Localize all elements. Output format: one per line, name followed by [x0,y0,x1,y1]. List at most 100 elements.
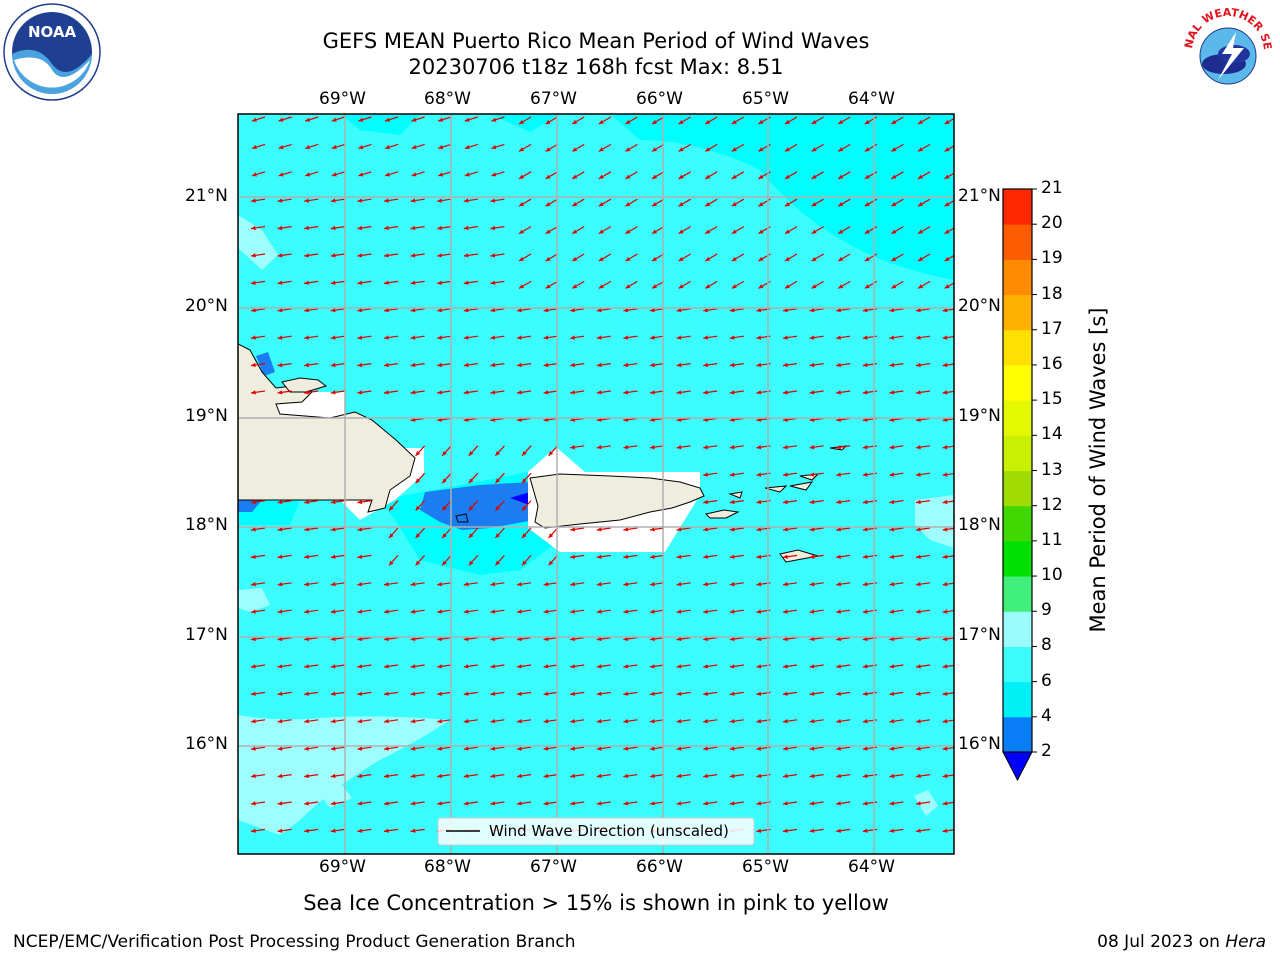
wind-arrow-head [545,256,551,261]
wind-arrow-head [545,202,551,207]
wind-arrow-head [918,284,923,289]
wind-arrow-head [705,147,711,152]
wind-arrow-head [809,582,815,587]
wind-arrow-head [548,560,554,566]
wind-arrow-head [836,582,841,587]
wind-arrow-head [625,202,631,207]
wind-arrow-head [705,174,711,179]
wind-arrow-head [384,308,389,313]
contour-cyan-n2 [490,114,560,132]
wind-arrow-head [862,691,868,696]
wind-arrow-head [442,560,447,566]
wind-arrow-head [729,362,735,368]
wind-arrow-head [437,582,442,587]
wind-arrow-head [942,308,948,313]
contour-blue-nw [256,352,275,376]
wind-arrow-head [703,499,708,505]
wind-arrow-head [543,691,549,696]
wind-arrow-head [572,202,578,207]
wind-arrow-head [543,746,549,751]
wind-arrow-head [891,256,897,261]
wind-arrow-head [410,801,416,806]
wind-arrow-head [517,390,522,395]
wind-arrow-head [277,554,283,559]
colorbar-segment-15 [1003,364,1032,401]
wind-arrow-head [410,691,416,696]
wind-arrow-head [277,308,283,313]
wind-arrow-head [463,801,469,806]
wind-arrow-head [864,119,870,124]
wind-arrow-head [703,472,708,477]
lat-tick-left-17n: 17°N [185,625,228,645]
wind-arrow-head [572,284,578,289]
wind-arrow-head [495,560,501,566]
wind-arrow-head [942,746,948,751]
wind-arrow-head [411,172,417,177]
wind-arrow-head [703,335,708,340]
colorbar-tick-label: 8 [1041,635,1052,656]
wind-arrow-head [490,773,496,779]
wind-arrow-head [330,664,336,669]
wind-arrow-head [942,664,948,669]
wind-arrow-head [252,172,257,177]
wind-arrow-head [756,335,762,340]
wind-arrow-head [676,390,682,395]
wind-arrow-head [811,284,817,289]
wind-arrow-head [570,746,575,751]
colorbar-tick-label: 2 [1041,741,1052,761]
wind-arrow-head [889,828,895,833]
wind-arrow-head [889,746,895,751]
wind-arrow-head [942,636,948,642]
wind-arrow-head [838,229,844,234]
wind-arrow-head [889,582,895,587]
wind-arrow-head [385,172,390,177]
wind-arrow-head [442,478,447,484]
wind-arrow-head [278,117,284,122]
wind-arrow-head [463,582,469,587]
wind-arrow-head [277,719,283,724]
wind-arrow-head [519,256,524,261]
wind-arrow-head [384,198,389,203]
wind-arrow-head [491,144,497,150]
wind-arrow-head [729,636,735,642]
wind-arrow-head [916,499,921,505]
wind-arrow-head [598,147,604,152]
wind-arrow-head [918,174,923,179]
wind-arrow-head [652,284,657,289]
wind-arrow-head [572,119,578,124]
wind-arrow-head [278,172,284,177]
wind-arrow-head [251,773,256,779]
wind-arrow-head [389,505,394,511]
wind-arrow-head [437,691,442,696]
wind-arrow-head [785,119,790,124]
wind-arrow-head [942,609,948,614]
wind-arrow-head [410,582,416,587]
wind-arrow-head [862,582,868,587]
wind-arrow-head [942,445,948,450]
wind-arrow-head [703,390,708,395]
wind-arrow-head [650,335,655,340]
wind-arrow-head [277,636,283,642]
wind-arrow-head [891,174,897,179]
wind-arrow-head [650,445,655,450]
wind-arrow-head [944,119,950,124]
legend-label: Wind Wave Direction (unscaled) [489,822,729,840]
wind-arrow-head [437,335,442,340]
wind-arrow-head [277,609,283,614]
wind-arrow-head [809,554,815,559]
lat-tick-left-19n: 19°N [185,406,228,426]
wind-arrow-head [490,636,496,642]
wind-arrow-head [836,801,841,806]
wind-arrow-head [495,533,501,538]
wind-arrow-head [650,362,655,368]
wind-arrow-head [517,691,522,696]
wind-arrow-head [836,664,841,669]
wind-arrow-head [596,390,602,395]
wind-arrow-head [623,691,629,696]
colorbar-tick-label: 13 [1041,459,1063,480]
wind-arrow-head [415,533,421,538]
wind-arrow-head [277,664,283,669]
wind-arrow-head [650,801,655,806]
wind-arrow-head [889,472,895,477]
wind-arrow-head [916,445,921,450]
